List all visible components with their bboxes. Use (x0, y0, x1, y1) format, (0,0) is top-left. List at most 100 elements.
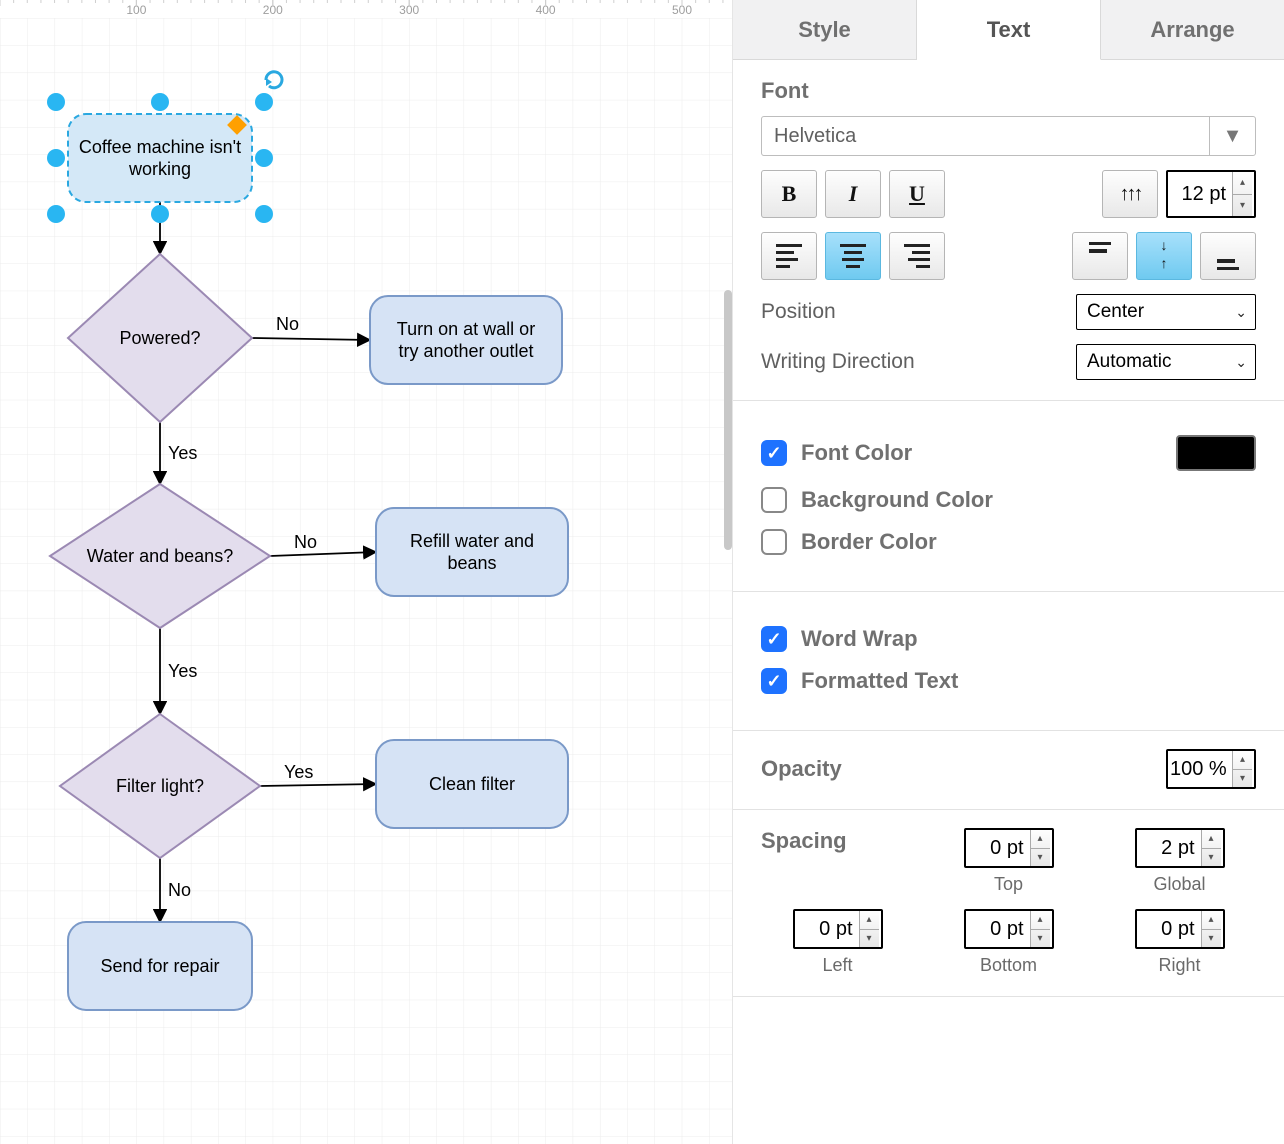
selection-handle[interactable] (255, 149, 273, 167)
italic-button[interactable]: I (825, 170, 881, 218)
valign-bottom-button[interactable] (1200, 232, 1256, 280)
writing-direction-select[interactable]: Automatic ⌄ (1076, 344, 1256, 380)
align-center-icon (840, 244, 866, 268)
word-wrap-checkbox[interactable] (761, 626, 787, 652)
spacing-global-label: Global (1153, 874, 1205, 895)
writing-direction-label: Writing Direction (761, 350, 915, 374)
tab-arrange[interactable]: Arrange (1101, 0, 1284, 59)
opacity-input[interactable] (1168, 751, 1232, 787)
bold-button[interactable]: B (761, 170, 817, 218)
border-color-label: Border Color (801, 529, 937, 555)
flow-node-label: Clean filter (429, 774, 515, 794)
underline-button[interactable]: U (889, 170, 945, 218)
spacing-left-input[interactable] (795, 911, 859, 947)
spacing-right-spinner[interactable]: ▴▾ (1135, 909, 1225, 949)
font-size-input[interactable] (1168, 172, 1232, 216)
spacing-top-label: Top (994, 874, 1023, 895)
position-select[interactable]: Center ⌄ (1076, 294, 1256, 330)
selection-handle[interactable] (255, 93, 273, 111)
formatted-text-checkbox[interactable] (761, 668, 787, 694)
align-left-icon (776, 244, 802, 268)
opacity-down-icon[interactable]: ▾ (1233, 770, 1252, 788)
tab-style[interactable]: Style (733, 0, 917, 59)
font-size-spinner[interactable]: ▴ ▾ (1166, 170, 1256, 218)
flow-edge-label: Yes (168, 661, 197, 681)
valign-middle-button[interactable]: ↓↑ (1136, 232, 1192, 280)
valign-top-icon (1089, 242, 1111, 270)
selection-handle[interactable] (47, 93, 65, 111)
color-section: Font Color Background Color Border Color (733, 401, 1284, 592)
valign-middle-icon: ↓↑ (1153, 242, 1175, 270)
spacing-right-label: Right (1158, 955, 1200, 976)
flow-node-start[interactable] (68, 114, 252, 202)
font-section: Font Helvetica ▼ B I U ↑↑↑ ▴ ▾ (733, 60, 1284, 401)
chevron-down-icon: ⌄ (1235, 354, 1247, 371)
spacing-global-input[interactable] (1137, 830, 1201, 866)
flow-edge[interactable] (270, 552, 376, 556)
opacity-section: Opacity ▴ ▾ (733, 731, 1284, 810)
selection-handle[interactable] (47, 205, 65, 223)
flow-edge[interactable] (252, 338, 370, 340)
flow-edge[interactable] (260, 784, 376, 786)
spacing-label: Spacing (761, 828, 914, 854)
valign-top-button[interactable] (1072, 232, 1128, 280)
format-tabs: Style Text Arrange (733, 0, 1284, 60)
align-center-button[interactable] (825, 232, 881, 280)
font-color-checkbox[interactable] (761, 440, 787, 466)
spacing-bottom-spinner[interactable]: ▴▾ (964, 909, 1054, 949)
font-size-down-icon[interactable]: ▾ (1233, 195, 1252, 217)
rotate-handle-icon[interactable] (266, 72, 282, 88)
flow-node-label: Send for repair (100, 956, 219, 976)
font-color-swatch[interactable] (1176, 435, 1256, 471)
canvas-scrollbar[interactable] (724, 290, 732, 550)
background-color-checkbox[interactable] (761, 487, 787, 513)
spacing-global-spinner[interactable]: ▴▾ (1135, 828, 1225, 868)
flow-edge-label: Yes (284, 762, 313, 782)
font-size-up-icon[interactable]: ▴ (1233, 172, 1252, 195)
selection-handle[interactable] (255, 205, 273, 223)
font-color-label: Font Color (801, 440, 912, 466)
flow-node-label: Powered? (119, 328, 200, 348)
valign-bottom-icon (1217, 242, 1239, 270)
vertical-text-icon: ↑↑↑ (1120, 187, 1141, 201)
flow-node-label: beans (447, 553, 496, 573)
selection-handle[interactable] (151, 205, 169, 223)
spacing-left-spinner[interactable]: ▴▾ (793, 909, 883, 949)
flow-edge-label: Yes (168, 443, 197, 463)
canvas[interactable]: 100200300400500 No Yes No Yes Yes No Coffee ma… (0, 0, 732, 1144)
font-family-value: Helvetica (774, 125, 856, 148)
ruler: 100200300400500 (0, 0, 732, 18)
border-color-checkbox[interactable] (761, 529, 787, 555)
flow-node-outlet[interactable] (370, 296, 562, 384)
opacity-up-icon[interactable]: ▴ (1233, 751, 1252, 770)
opacity-spinner[interactable]: ▴ ▾ (1166, 749, 1256, 789)
font-family-dropdown-icon[interactable]: ▼ (1209, 117, 1255, 155)
flow-node-label: Filter light? (116, 776, 204, 796)
flow-node-label: Refill water and (410, 531, 534, 551)
flow-node-refill[interactable] (376, 508, 568, 596)
flow-edge-label: No (294, 532, 317, 552)
vertical-text-button[interactable]: ↑↑↑ (1102, 170, 1158, 218)
position-value: Center (1087, 301, 1144, 323)
flow-node-label: Water and beans? (87, 546, 233, 566)
flow-node-label: Turn on at wall or (397, 319, 535, 339)
font-family-select[interactable]: Helvetica ▼ (761, 116, 1256, 156)
flow-edge-label: No (168, 880, 191, 900)
align-left-button[interactable] (761, 232, 817, 280)
flow-edge-label: No (276, 314, 299, 334)
tab-text[interactable]: Text (917, 0, 1101, 60)
flow-node-label: try another outlet (398, 341, 533, 361)
chevron-down-icon: ⌄ (1235, 304, 1247, 321)
spacing-top-input[interactable] (966, 830, 1030, 866)
selection-handle[interactable] (47, 149, 65, 167)
align-right-icon (904, 244, 930, 268)
align-right-button[interactable] (889, 232, 945, 280)
background-color-label: Background Color (801, 487, 993, 513)
spacing-bottom-input[interactable] (966, 911, 1030, 947)
flow-node-label: Coffee machine isn't (79, 137, 241, 157)
flowchart[interactable]: NoYesNoYesYesNoCoffee machine isn'tworki… (0, 18, 732, 1144)
position-label: Position (761, 300, 836, 324)
spacing-right-input[interactable] (1137, 911, 1201, 947)
spacing-top-spinner[interactable]: ▴▾ (964, 828, 1054, 868)
selection-handle[interactable] (151, 93, 169, 111)
